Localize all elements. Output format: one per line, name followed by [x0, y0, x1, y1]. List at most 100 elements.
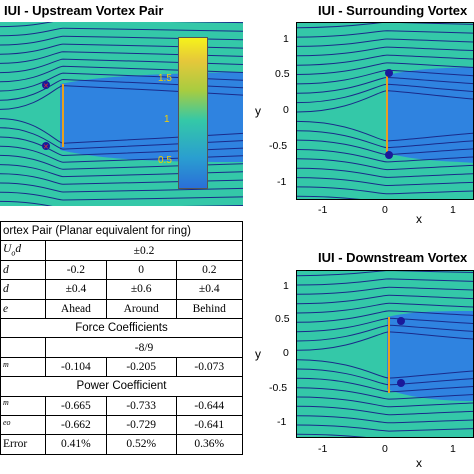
- table-cell: 0.36%: [175, 434, 244, 455]
- y-tick: 0: [283, 104, 289, 116]
- y-tick: 0.5: [275, 68, 290, 80]
- streamline: [297, 158, 473, 171]
- vortex-core-bottom: [385, 151, 393, 159]
- table-cell: ±0.2: [45, 240, 243, 261]
- colorbar-tick: 0.5: [158, 155, 172, 166]
- section-heading-force: Force Coefficients: [0, 317, 243, 339]
- y-tick: 0: [283, 347, 289, 359]
- streamline: [297, 415, 473, 424]
- streamline: [297, 149, 473, 163]
- table-cell: ±0.6: [105, 279, 177, 300]
- vortex-core-top: [42, 81, 50, 89]
- table-cell: Behind: [175, 298, 244, 319]
- table-cell: -0.662: [45, 414, 107, 436]
- x-tick: 1: [450, 443, 456, 455]
- table-cell: -0.2: [45, 259, 107, 281]
- x-tick: -1: [318, 443, 328, 455]
- vortex-core-bottom: [42, 142, 50, 150]
- y-tick: 0.5: [275, 313, 290, 325]
- y-tick: 1: [283, 33, 289, 45]
- row-label: e: [0, 298, 46, 319]
- table-row: m -0.104 -0.205 -0.073: [0, 356, 244, 378]
- table-cell: -0.641: [175, 414, 244, 436]
- streamline: [0, 191, 243, 201]
- x-tick: -1: [318, 204, 328, 216]
- y-tick: 1: [283, 280, 289, 292]
- x-tick: 1: [450, 204, 456, 216]
- table-cell: 0.2: [175, 259, 244, 281]
- y-axis-label: y: [255, 104, 261, 118]
- table-caption: ortex Pair (Planar equivalent for ring): [0, 220, 243, 242]
- y-tick: -0.5: [269, 382, 288, 394]
- table-cell: -0.104: [45, 356, 107, 378]
- table-cell: -0.665: [45, 395, 107, 416]
- x-tick: 0: [382, 443, 388, 455]
- row-label: m: [0, 356, 46, 378]
- row-label: Error: [0, 434, 46, 455]
- streamline: [297, 433, 473, 437]
- streamline: [297, 54, 473, 66]
- table-row: d ±0.4 ±0.6 ±0.4: [0, 279, 244, 300]
- downstream-flow-plot: [296, 270, 474, 438]
- streamline: [297, 302, 473, 314]
- streamline: [297, 424, 473, 432]
- downstream-panel-title: IUI - Downstream Vortex: [318, 250, 468, 265]
- table-cell: Around: [105, 298, 177, 319]
- streamline: [297, 271, 473, 277]
- colorbar-tick: 1: [164, 114, 170, 125]
- results-table: ortex Pair (Planar equivalent for ring) …: [0, 220, 244, 455]
- table-row: Uod ±0.2: [0, 240, 243, 261]
- row-label: d: [0, 279, 46, 300]
- streamline: [0, 27, 243, 37]
- x-axis-label: x: [416, 456, 422, 470]
- table-row: d -0.2 0 0.2: [0, 259, 244, 281]
- streamline: [297, 286, 473, 295]
- y-axis-label: y: [255, 347, 261, 361]
- table-cell: ±0.4: [45, 279, 107, 300]
- table-cell: Ahead: [45, 298, 107, 319]
- streamline: [297, 177, 473, 187]
- row-label: Uod: [0, 240, 46, 261]
- table-row: Error 0.41% 0.52% 0.36%: [0, 434, 244, 455]
- table-cell: -8/9: [45, 337, 243, 358]
- streamline: [297, 396, 473, 408]
- table-cell: 0: [105, 259, 177, 281]
- svg-text:✕: ✕: [43, 83, 49, 90]
- streamline: [297, 278, 473, 286]
- table-cell: -0.073: [175, 356, 244, 378]
- table-row: m -0.665 -0.733 -0.644: [0, 395, 244, 416]
- vortex-core-top: [397, 317, 405, 325]
- svg-text:✕: ✕: [43, 144, 49, 151]
- streamline: [297, 387, 473, 400]
- surrounding-flow-plot: [296, 22, 474, 200]
- row-label: [0, 337, 46, 358]
- table-row: e Ahead Around Behind: [0, 298, 244, 319]
- streamline: [297, 23, 473, 29]
- surrounding-panel-title: IUI - Surrounding Vortex: [318, 3, 468, 18]
- row-label: d: [0, 259, 46, 281]
- streamline: [297, 38, 473, 47]
- streamline: [297, 62, 473, 75]
- table-cell: 0.52%: [105, 434, 177, 455]
- vortex-core-top: [385, 69, 393, 77]
- row-label: m: [0, 395, 46, 416]
- table-cell: -0.729: [105, 414, 177, 436]
- section-heading-power: Power Coefficient: [0, 376, 243, 397]
- wake-region: [387, 67, 473, 163]
- colorbar-tick: 1.5: [158, 73, 172, 84]
- colorbar: [178, 37, 208, 189]
- streamlines: [297, 23, 473, 199]
- table-cell: -0.205: [105, 356, 177, 378]
- streamline: [297, 46, 473, 57]
- table-cell: -0.733: [105, 395, 177, 416]
- table-row: eo -0.662 -0.729 -0.641: [0, 414, 244, 436]
- streamline: [297, 195, 362, 199]
- row-label: eo: [0, 414, 46, 436]
- streamline: [297, 30, 473, 38]
- streamline: [0, 22, 243, 28]
- streamline: [297, 310, 473, 323]
- upstream-panel-title: IUI - Upstream Vortex Pair: [4, 3, 164, 18]
- table-cell: 0.41%: [45, 434, 107, 455]
- x-axis-label: x: [416, 212, 422, 226]
- table-row: -8/9: [0, 337, 243, 358]
